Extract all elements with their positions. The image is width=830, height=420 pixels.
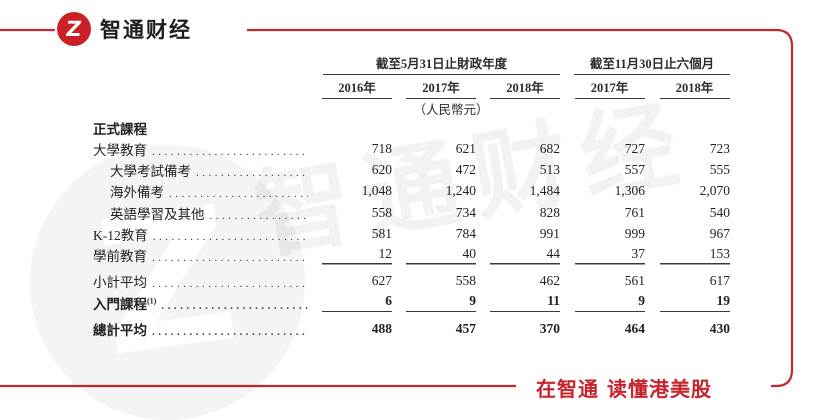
year-column-header: 2018年 — [645, 72, 730, 99]
dot-leader — [191, 167, 308, 180]
section-title-row: 正式課程 — [93, 117, 730, 138]
year-column-header: 2016年 — [308, 72, 392, 99]
value-cell: 561 — [624, 273, 645, 289]
row-label: 大學教育 — [93, 142, 147, 158]
currency-note-row: （人民幣元） — [93, 99, 730, 117]
brand-header: Z 智通财经 — [57, 12, 192, 46]
value-cell: 558 — [371, 204, 392, 220]
footnote-marker: (1) — [147, 296, 157, 306]
value-cell: 999 — [624, 225, 645, 241]
row-label: 海外備考 — [110, 185, 164, 201]
row-label: 英語學習及其他 — [110, 206, 205, 222]
value-cell: 457 — [455, 321, 476, 337]
value-cell: 621 — [455, 140, 476, 156]
value-cell: 370 — [539, 321, 560, 337]
value-cell: 464 — [624, 321, 645, 337]
value-cell: 627 — [371, 273, 392, 289]
value-cell: 727 — [624, 140, 645, 156]
value-cell: 555 — [709, 161, 730, 177]
value-cell: 430 — [709, 321, 730, 337]
row-label: 大學考試備考 — [110, 163, 191, 179]
dot-leader — [156, 300, 308, 313]
value-cell: 558 — [455, 273, 476, 289]
table-row: 入門課程(1) 6 9 11 9 19 — [93, 292, 730, 313]
course-section-title: 正式課程 — [93, 121, 147, 137]
row-label: 入門課程(1) — [93, 296, 157, 312]
table-row: 學前教育 12 40 44 37 153 — [93, 244, 730, 265]
table-row: K-12教育 581 784 991 999 967 — [93, 223, 730, 244]
value-cell: 991 — [539, 225, 560, 241]
brand-logo-icon: Z — [57, 12, 91, 46]
dot-leader — [147, 278, 308, 291]
value-cell: 761 — [624, 204, 645, 220]
value-cell: 472 — [455, 161, 476, 177]
dot-leader — [148, 231, 308, 244]
year-column-header: 2017年 — [560, 72, 645, 99]
value-cell: 2,070 — [699, 183, 730, 199]
brand-logo-letter: Z — [64, 17, 84, 41]
table-row: 海外備考 1,048 1,240 1,484 1,306 2,070 — [93, 181, 730, 202]
value-cell: 1,306 — [614, 183, 645, 199]
value-cell: 11 — [476, 293, 560, 313]
value-cell: 6 — [308, 293, 392, 313]
value-cell: 718 — [371, 140, 392, 156]
dot-leader — [147, 146, 308, 159]
value-cell: 1,240 — [445, 183, 476, 199]
value-cell: 12 — [308, 245, 392, 265]
year-column-header: 2018年 — [476, 72, 560, 99]
value-cell: 9 — [392, 293, 476, 313]
value-cell: 723 — [709, 140, 730, 156]
value-cell: 9 — [560, 293, 645, 313]
row-label: 學前教育 — [93, 249, 147, 265]
value-cell: 967 — [709, 225, 730, 241]
value-cell: 462 — [539, 273, 560, 289]
table-row: 英語學習及其他 558 734 828 761 540 — [93, 202, 730, 223]
value-cell: 540 — [709, 204, 730, 220]
value-cell: 557 — [624, 161, 645, 177]
currency-note: （人民幣元） — [413, 102, 489, 117]
row-label: 小計平均 — [93, 275, 147, 291]
value-cell: 19 — [645, 293, 730, 313]
brand-name: 智通财经 — [100, 18, 192, 42]
year-column-header: 2017年 — [392, 72, 476, 99]
value-cell: 44 — [476, 245, 560, 265]
dot-leader — [205, 210, 309, 223]
table-row: 大學教育 718 621 682 727 723 — [93, 138, 730, 159]
dot-leader — [164, 188, 308, 201]
table-row: 小計平均 627 558 462 561 617 — [93, 271, 730, 292]
value-cell: 1,048 — [361, 183, 392, 199]
row-label: 總計平均 — [93, 323, 147, 339]
dot-leader — [147, 326, 308, 339]
value-cell: 784 — [455, 225, 476, 241]
value-cell: 153 — [645, 245, 730, 265]
value-cell: 488 — [371, 321, 392, 337]
value-cell: 617 — [709, 273, 730, 289]
value-cell: 734 — [455, 204, 476, 220]
value-cell: 37 — [560, 245, 645, 265]
value-cell: 40 — [392, 245, 476, 265]
tagline-text: 在智通 读懂港美股 — [536, 377, 712, 401]
table-row: 總計平均 488 457 370 464 430 — [93, 318, 730, 339]
table-row: 大學考試備考 620 472 513 557 555 — [93, 159, 730, 180]
value-cell: 513 — [539, 161, 560, 177]
row-label: K-12教育 — [93, 227, 148, 243]
financial-table: 截至5月31日止財政年度 截至11月30日止六個月 2016年 2017年 20… — [93, 55, 730, 340]
value-cell: 1,484 — [529, 183, 560, 199]
value-cell: 828 — [539, 204, 560, 220]
value-cell: 682 — [539, 140, 560, 156]
value-cell: 620 — [371, 161, 392, 177]
year-header-row: 2016年 2017年 2018年 2017年 2018年 — [93, 72, 730, 99]
dot-leader — [147, 252, 308, 265]
value-cell: 581 — [371, 225, 392, 241]
